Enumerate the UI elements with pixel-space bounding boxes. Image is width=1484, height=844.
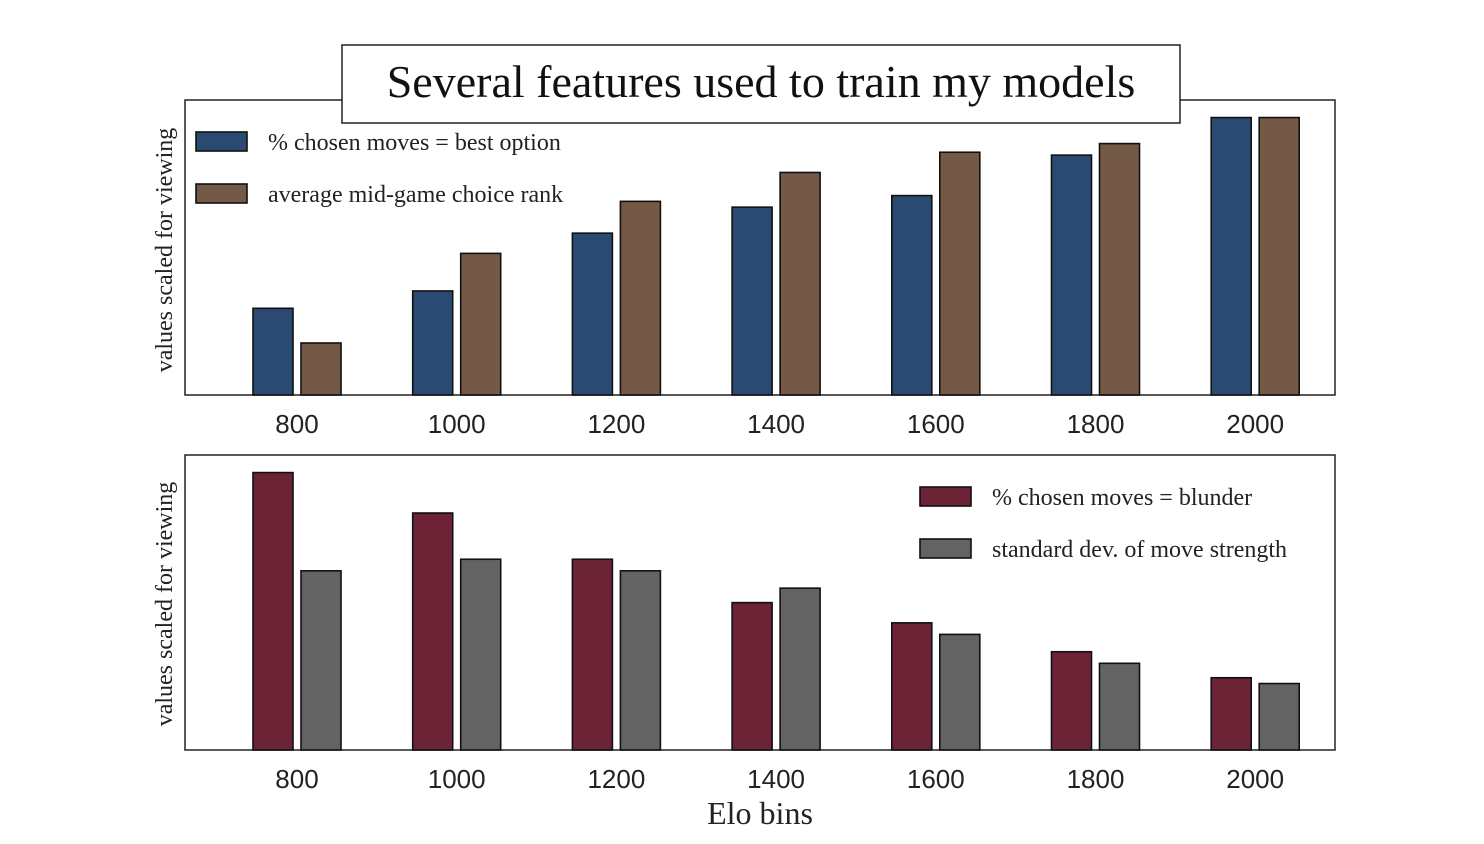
bottom-x-tick-label: 1400	[747, 764, 805, 794]
bottom-legend-swatch-1	[919, 486, 972, 507]
bottom-bar-series1-1600	[890, 622, 933, 751]
top-legend-label-2: average mid-game choice rank	[268, 182, 563, 208]
top-x-tick-label: 1600	[907, 409, 965, 439]
top-bar-series1-2000	[1210, 116, 1252, 396]
bottom-legend-label-1: % chosen moves = blunder	[992, 485, 1252, 511]
bottom-bars	[252, 471, 1300, 751]
bottom-bar-series1-1400	[731, 601, 773, 751]
top-legend-label-1: % chosen moves = best option	[268, 130, 561, 156]
top-bar-series2-1600	[938, 151, 981, 396]
bottom-bar-series1-800	[252, 471, 294, 751]
top-legend-swatch-2	[195, 183, 248, 204]
bottom-legend-label-2: standard dev. of move strength	[992, 537, 1287, 563]
bottom-x-tick-labels: 800 1000 1200 1400 1600 1800 2000	[275, 764, 1284, 794]
bottom-bar-series2-800	[300, 570, 342, 751]
top-x-tick-label: 2000	[1226, 409, 1284, 439]
top-bar-series1-1200	[571, 232, 614, 396]
top-bar-series1-1400	[731, 206, 773, 396]
bottom-legend: % chosen moves = blunder standard dev. of…	[919, 485, 1287, 563]
top-bar-series1-1600	[890, 194, 933, 396]
top-bar-series2-1400	[779, 171, 821, 396]
top-x-tick-labels: 800 1000 1200 1400 1600 1800 2000	[275, 409, 1284, 439]
bottom-bar-series1-1200	[571, 558, 614, 751]
bottom-bar-series2-1400	[779, 587, 821, 751]
top-x-tick-label: 1000	[428, 409, 486, 439]
top-x-tick-label: 800	[275, 409, 318, 439]
top-bar-series1-1000	[411, 290, 454, 396]
top-bar-series2-1200	[619, 200, 662, 396]
bottom-legend-swatch-2	[919, 538, 972, 559]
top-legend-swatch-1	[195, 131, 248, 152]
bottom-bar-series1-1800	[1050, 650, 1093, 751]
top-x-tick-label: 1200	[587, 409, 645, 439]
bottom-bar-series2-2000	[1258, 682, 1300, 751]
top-bar-series2-1000	[459, 252, 502, 396]
top-legend: % chosen moves = best option average mid-…	[195, 130, 563, 208]
bottom-bar-series1-2000	[1210, 676, 1252, 751]
bottom-x-tick-label: 800	[275, 764, 318, 794]
top-bars	[252, 116, 1300, 396]
bottom-bar-series2-1800	[1098, 662, 1141, 751]
x-axis-label: Elo bins	[707, 795, 813, 831]
top-x-tick-label: 1400	[747, 409, 805, 439]
bottom-bar-series2-1600	[938, 633, 981, 751]
top-bar-series2-800	[300, 342, 342, 396]
bottom-bar-series2-1200	[619, 570, 662, 751]
top-y-axis-label: values scaled for viewing	[152, 128, 178, 373]
title-box	[341, 44, 1181, 124]
bottom-x-tick-label: 2000	[1226, 764, 1284, 794]
bottom-x-tick-label: 1200	[587, 764, 645, 794]
chart-title: Several features used to train my models	[387, 56, 1136, 107]
bottom-x-tick-label: 1600	[907, 764, 965, 794]
top-bar-series1-1800	[1050, 154, 1093, 396]
bottom-y-axis-label: values scaled for viewing	[152, 482, 178, 727]
top-bar-series2-2000	[1258, 116, 1300, 396]
bottom-x-tick-label: 1000	[428, 764, 486, 794]
top-x-tick-label: 1800	[1067, 409, 1125, 439]
bottom-bar-series1-1000	[411, 512, 454, 751]
bottom-bar-series2-1000	[459, 558, 502, 751]
bottom-x-tick-label: 1800	[1067, 764, 1125, 794]
top-bar-series1-800	[252, 307, 294, 396]
top-bar-series2-1800	[1098, 142, 1141, 396]
